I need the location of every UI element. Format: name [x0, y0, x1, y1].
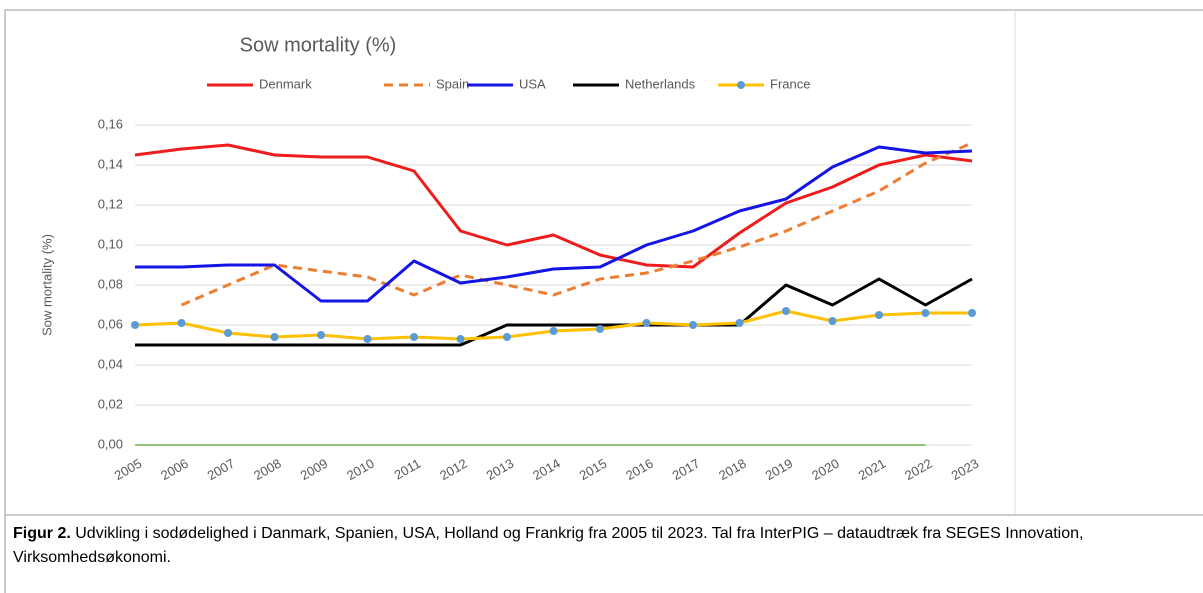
y-tick-label: 0,02 [98, 396, 123, 411]
series-line [180, 141, 973, 307]
legend-label: Denmark [259, 76, 312, 91]
chart-title: Sow mortality (%) [240, 34, 397, 56]
y-tick-label: 0,08 [98, 276, 123, 291]
x-tick-label: 2012 [437, 456, 470, 483]
legend-label: USA [519, 76, 546, 91]
x-tick-label: 2006 [158, 456, 191, 483]
x-tick-label: 2023 [949, 456, 982, 483]
y-tick-label: 0,12 [98, 196, 123, 211]
point [224, 329, 232, 337]
point [270, 333, 279, 341]
x-tick-label: 2018 [716, 456, 749, 483]
x-tick-label: 2008 [251, 456, 284, 483]
point [549, 327, 558, 335]
x-tick-label: 2017 [670, 456, 703, 483]
point [642, 319, 651, 327]
x-tick-label: 2005 [112, 456, 145, 483]
legend-label: France [770, 76, 810, 91]
point [131, 321, 139, 329]
point [410, 333, 418, 341]
legend-marker [737, 81, 745, 89]
x-tick-label: 2007 [205, 456, 238, 483]
y-tick-label: 0,06 [98, 316, 123, 331]
x-tick-label: 2013 [484, 456, 517, 483]
point [968, 309, 976, 317]
point [735, 319, 744, 327]
point [782, 307, 790, 315]
y-tick-label: 0,00 [98, 436, 123, 451]
x-tick-label: 2016 [623, 456, 656, 483]
legend-label: Netherlands [625, 76, 696, 91]
point [317, 331, 325, 339]
y-tick-label: 0,16 [98, 116, 123, 131]
caption-label: Figur 2. [13, 525, 71, 542]
x-tick-label: 2021 [856, 456, 889, 483]
point [875, 311, 883, 319]
series-line [135, 277, 973, 347]
x-tick-label: 2020 [809, 456, 842, 483]
caption: Figur 2. Udvikling i sodødelighed i Danm… [13, 522, 1153, 570]
series-line [134, 143, 973, 269]
x-tick-label: 2015 [577, 456, 610, 483]
y-tick-label: 0,04 [98, 356, 123, 371]
point [503, 333, 511, 341]
y-tick-label: 0,10 [98, 236, 123, 251]
x-tick-label: 2011 [391, 456, 423, 483]
y-tick-label: 0,14 [98, 156, 123, 171]
series-line [135, 145, 973, 303]
legend-label: Spain [436, 76, 469, 91]
point [689, 321, 697, 329]
point [363, 335, 372, 343]
point [596, 325, 604, 333]
point [828, 317, 837, 325]
point [921, 309, 930, 317]
x-tick-label: 2019 [763, 456, 796, 483]
point [177, 319, 186, 327]
caption-text: Udvikling i sodødelighed i Danmark, Span… [13, 525, 1084, 566]
y-axis-label: Sow mortality (%) [39, 234, 54, 336]
x-tick-label: 2010 [344, 456, 377, 483]
x-tick-label: 2014 [530, 456, 563, 483]
x-tick-label: 2009 [298, 456, 331, 483]
point [456, 335, 465, 343]
x-tick-label: 2022 [902, 456, 935, 483]
